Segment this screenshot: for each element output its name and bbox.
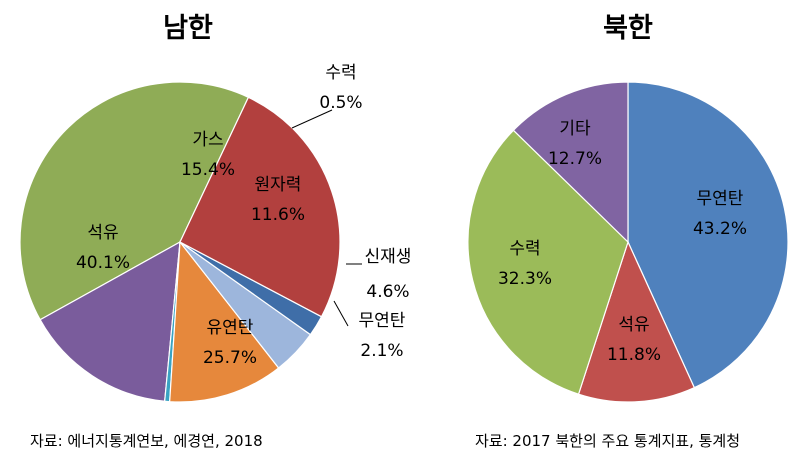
south-pie-slice-6 bbox=[179, 96, 341, 318]
south-slice-value-0: 40.1% bbox=[76, 253, 130, 273]
south-leader-line-5 bbox=[333, 300, 349, 327]
south-slice-value-5: 2.1% bbox=[360, 341, 403, 361]
north-pie-slice-3 bbox=[512, 81, 629, 244]
south-slice-label-3: 원자력 bbox=[255, 175, 302, 195]
south-slice-value-2: 0.5% bbox=[319, 93, 362, 113]
north-slice-label-0: 무연탄 bbox=[697, 189, 744, 209]
north-source-note: 자료: 2017 북한의 주요 통계지표, 통계청 bbox=[475, 432, 741, 450]
south-slice-label-4: 신재생 bbox=[365, 247, 412, 267]
north-slice-value-2: 32.3% bbox=[498, 269, 552, 289]
south-slice-label-6: 유연탄 bbox=[207, 318, 254, 338]
north-slice-label-3: 기타 bbox=[559, 119, 591, 139]
south-slice-value-3: 11.6% bbox=[251, 205, 305, 225]
north-pie-slice-1 bbox=[577, 240, 696, 403]
south-slice-label-2: 수력 bbox=[325, 63, 356, 83]
south-slice-label-5: 무연탄 bbox=[359, 311, 406, 331]
south-chart-title: 남한 bbox=[163, 13, 213, 44]
north-slice-label-2: 수력 bbox=[509, 239, 540, 259]
north-pie bbox=[467, 81, 789, 403]
south-pie-slice-1 bbox=[39, 240, 181, 402]
south-slice-value-4: 4.6% bbox=[366, 282, 409, 302]
north-pie-slice-0 bbox=[627, 81, 789, 389]
south-slice-label-0: 석유 bbox=[87, 223, 118, 243]
north-pie-slice-2 bbox=[467, 129, 629, 395]
north-slice-value-0: 43.2% bbox=[693, 219, 747, 239]
south-slice-label-1: 가스 bbox=[192, 130, 223, 150]
south-source-note: 자료: 에너지통계연보, 에경연, 2018 bbox=[30, 432, 263, 450]
north-slice-label-1: 석유 bbox=[618, 315, 649, 335]
slice-labels: 석유 40.1% 가스 15.4% 수력 0.5% 원자력 11.6% 신재생 4.6% 무연탄 2.… bbox=[76, 63, 747, 368]
north-slice-value-3: 12.7% bbox=[548, 149, 602, 169]
north-chart-title: 북한 bbox=[603, 13, 653, 44]
south-slice-value-1: 15.4% bbox=[181, 160, 235, 180]
north-slice-value-1: 11.8% bbox=[607, 345, 661, 365]
south-pie bbox=[19, 81, 341, 403]
south-leader-line-2 bbox=[291, 109, 333, 129]
south-pie-slice-3 bbox=[169, 240, 280, 403]
south-pie-slice-0 bbox=[19, 81, 250, 321]
south-slice-value-6: 25.7% bbox=[203, 348, 257, 368]
